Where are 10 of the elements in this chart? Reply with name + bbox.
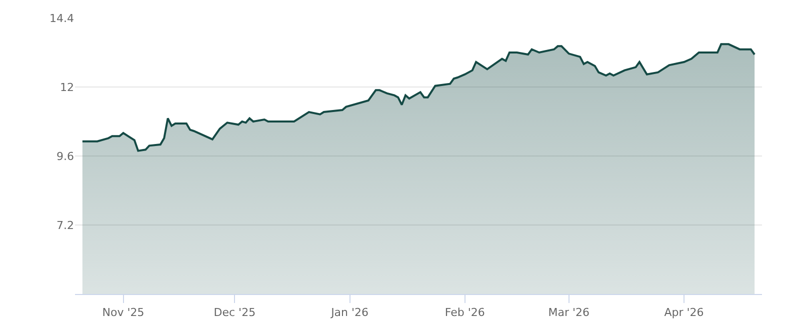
- x-tick-label: Mar '26: [548, 306, 590, 320]
- x-tick-label: Apr '26: [664, 306, 704, 320]
- x-tick-label: Nov '25: [102, 306, 144, 320]
- y-tick-label: 14.4: [50, 12, 74, 25]
- x-tick-label: Jan '26: [330, 306, 369, 320]
- x-tick-label: Dec '25: [214, 306, 256, 320]
- y-tick-label: 7.2: [56, 218, 74, 232]
- x-tick-label: Feb '26: [444, 306, 485, 320]
- y-tick-label: 12: [60, 80, 74, 94]
- y-tick-label: 9.6: [56, 150, 74, 163]
